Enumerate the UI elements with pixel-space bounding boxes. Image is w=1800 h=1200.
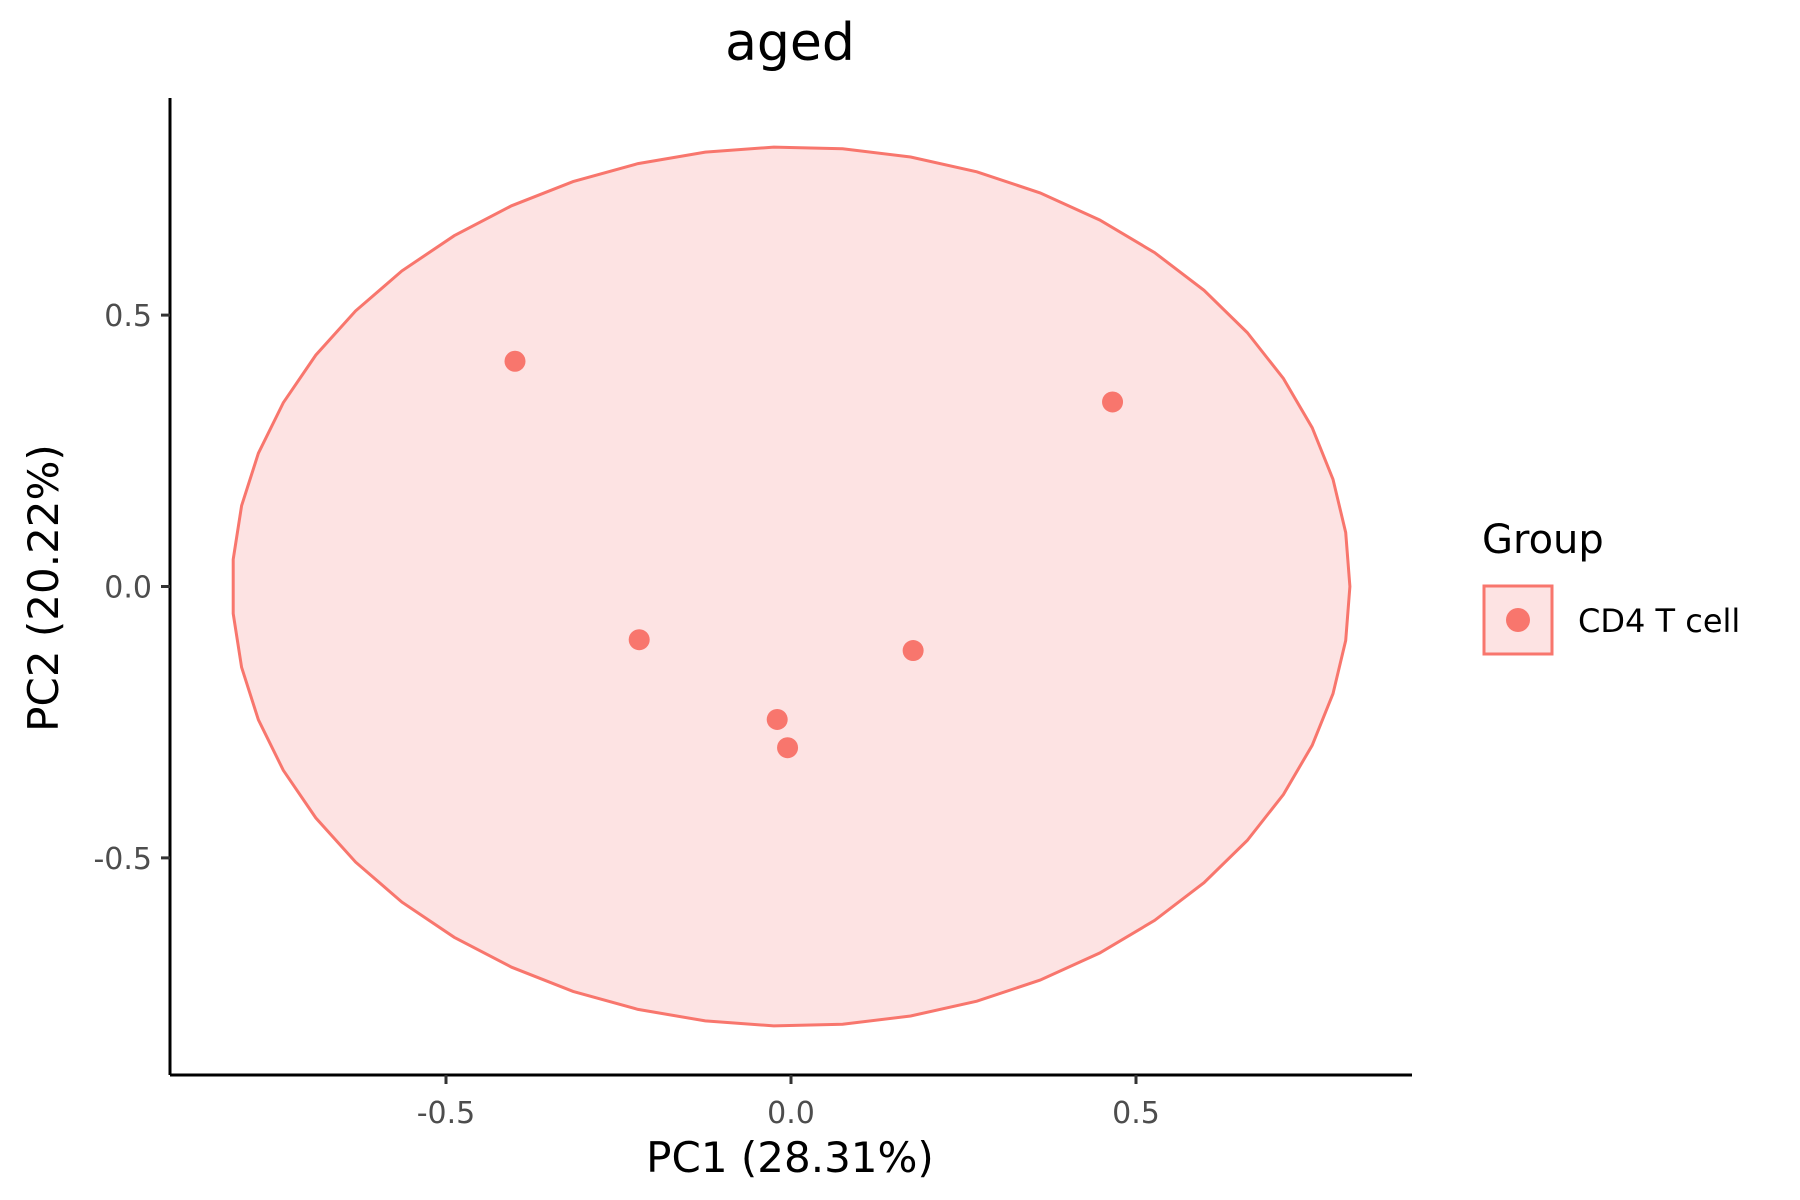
data-point	[902, 640, 924, 662]
y-tick-label: 0.0	[104, 571, 152, 606]
x-axis-ticks: -0.5 0.0 0.5	[417, 1075, 1160, 1131]
data-point	[1102, 391, 1124, 413]
x-tick-label: 0.0	[767, 1096, 815, 1131]
legend-key-point	[1506, 608, 1530, 632]
chart-title: aged	[725, 13, 855, 73]
legend: Group CD4 T cell	[1482, 517, 1740, 656]
y-tick-label: 0.5	[104, 299, 152, 334]
y-axis-title: PC2 (20.22%)	[19, 444, 68, 732]
x-tick-label: 0.5	[1112, 1096, 1160, 1131]
x-axis-title: PC1 (28.31%)	[646, 1133, 934, 1182]
legend-title: Group	[1482, 517, 1604, 563]
data-point	[504, 350, 526, 372]
data-point	[777, 737, 799, 759]
y-tick-label: -0.5	[93, 842, 152, 877]
plot-area	[231, 145, 1352, 1028]
y-axis-ticks: -0.5 0.0 0.5	[93, 299, 170, 877]
legend-item-label: CD4 T cell	[1578, 602, 1740, 640]
confidence-ellipse	[231, 145, 1352, 1028]
data-point	[766, 708, 788, 730]
x-tick-label: -0.5	[417, 1096, 476, 1131]
data-point	[628, 629, 650, 651]
